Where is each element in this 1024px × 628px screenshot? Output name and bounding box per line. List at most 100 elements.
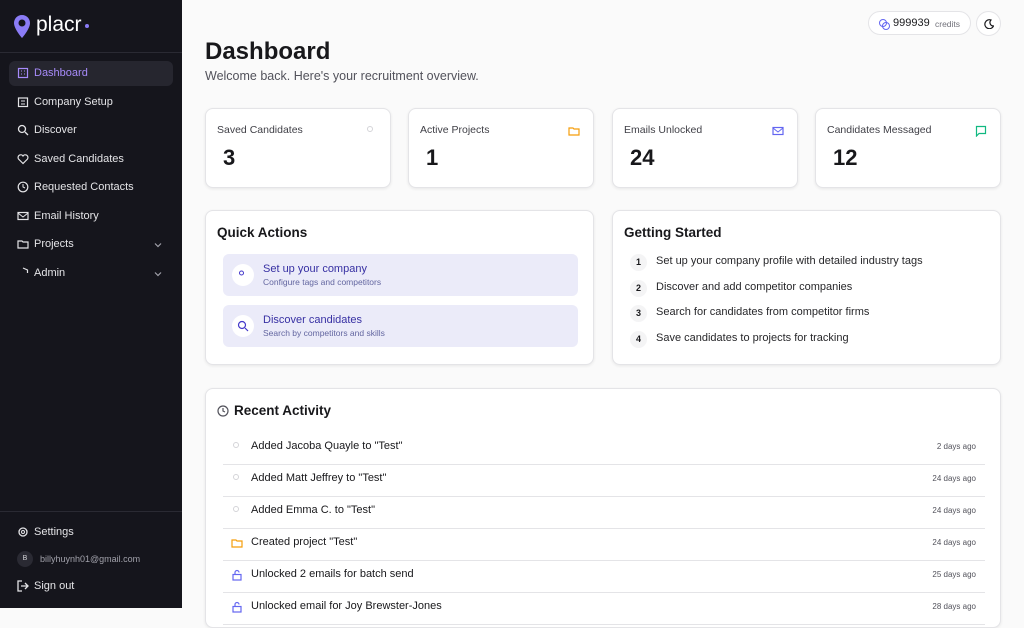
nav-item[interactable]: Dashboard <box>9 61 173 86</box>
icon <box>568 127 580 136</box>
label: Company Setup <box>34 95 113 108</box>
activity-text: Unlocked email for Joy Brewster-Jones <box>251 600 442 612</box>
stat-value: 3 <box>223 145 236 170</box>
brand-dot <box>85 24 89 28</box>
card-title: Recent Activity <box>234 403 332 418</box>
label: Email History <box>34 209 99 222</box>
label: Saved Candidates <box>34 152 124 165</box>
user-email: billyhuynh01@gmail.com <box>40 554 141 564</box>
getting-started-card: Getting Started 1 Set up your company pro… <box>612 210 1001 365</box>
activity-text: Created project "Test" <box>251 536 358 548</box>
activity-row: Unlocked 2 emails for batch send 25 days … <box>223 560 985 593</box>
stat-value: 1 <box>426 145 439 170</box>
step-text: Discover and add competitor companies <box>656 280 853 293</box>
icon <box>984 19 994 29</box>
icon <box>17 153 29 164</box>
nav-item[interactable]: Admin <box>9 261 173 286</box>
credits-amount: 999939 <box>893 17 930 29</box>
activity-row: Added Emma C. to "Test" 24 days ago <box>223 496 985 529</box>
activity-row: Unlocked email for Joy Brewster-Jones 28 … <box>223 592 985 625</box>
icon <box>367 126 373 132</box>
icon <box>233 474 239 480</box>
activity-row: Added Jacoba Quayle to "Test" 2 days ago <box>223 432 985 465</box>
sidebar: placr Dashboard Company Setup Discover Save… <box>0 0 182 608</box>
stat-label: Candidates Messaged <box>827 124 932 136</box>
activity-time: 24 days ago <box>932 506 976 515</box>
stat-card: Active Projects 1 <box>408 108 594 188</box>
stat-label: Emails Unlocked <box>624 124 703 136</box>
label: Settings <box>34 526 74 538</box>
card-title: Quick Actions <box>217 225 308 240</box>
logo-icon <box>14 15 30 38</box>
page-title: Dashboard <box>205 38 331 65</box>
stat-value: 12 <box>833 145 858 170</box>
icon <box>17 211 29 220</box>
recent-activity-card: Recent Activity Added Jacoba Quayle to "… <box>205 388 1001 628</box>
icon <box>237 320 249 332</box>
quick-action[interactable]: Discover candidates Search by competitors… <box>223 305 578 347</box>
activity-row: Added Matt Jeffrey to "Test" 24 days ago <box>223 464 985 497</box>
icon <box>17 181 29 193</box>
step-number: 4 <box>630 331 647 349</box>
signout-link[interactable]: Sign out <box>9 574 173 599</box>
nav-item[interactable]: Saved Candidates <box>9 147 173 172</box>
card-title: Getting Started <box>624 225 722 240</box>
stat-label: Saved Candidates <box>217 124 303 136</box>
page: { "brand": "placr", "nav": ["Dashboard",… <box>0 0 1001 628</box>
icon <box>17 240 29 249</box>
step-text: Search for candidates from competitor fi… <box>656 306 870 319</box>
icon <box>154 271 162 276</box>
icon <box>17 580 29 592</box>
icon <box>975 125 987 137</box>
label: Admin <box>34 266 66 279</box>
label: Sign out <box>34 580 75 592</box>
action-title: Discover candidates <box>263 314 363 326</box>
divider <box>0 511 182 512</box>
icon <box>17 124 29 136</box>
action-subtitle: Search by competitors and skills <box>263 328 385 338</box>
avatar: B <box>17 551 33 567</box>
icon <box>239 270 244 276</box>
icon <box>217 405 229 417</box>
page-subtitle: Welcome back. Here's your recruitment ov… <box>205 69 479 83</box>
credits-pill[interactable]: 999939 credits <box>868 11 971 35</box>
nav-item[interactable]: Company Setup <box>9 90 173 115</box>
activity-time: 24 days ago <box>932 474 976 483</box>
quick-action[interactable]: Set up your company Configure tags and co… <box>223 254 578 296</box>
settings-link[interactable]: Settings <box>9 520 173 545</box>
nav-item[interactable]: Projects <box>9 232 173 257</box>
nav-item[interactable]: Discover <box>9 118 173 143</box>
activity-row: Created project "Test" 24 days ago <box>223 528 985 561</box>
icon <box>232 601 242 613</box>
icon <box>233 506 239 512</box>
icon <box>772 126 784 136</box>
activity-time: 28 days ago <box>932 602 976 611</box>
activity-text: Added Matt Jeffrey to "Test" <box>251 472 387 484</box>
divider <box>0 52 182 53</box>
step-text: Set up your company profile with detaile… <box>656 255 923 267</box>
icon-circle <box>232 264 254 286</box>
label: Projects <box>34 238 74 250</box>
stat-card: Saved Candidates 3 <box>205 108 391 188</box>
icon <box>17 67 29 79</box>
icon <box>18 527 28 537</box>
activity-time: 25 days ago <box>932 570 976 579</box>
activity-text: Unlocked 2 emails for batch send <box>251 568 414 580</box>
step-number: 1 <box>630 254 647 271</box>
nav-item[interactable]: Requested Contacts <box>9 175 173 200</box>
step-number: 2 <box>630 279 647 297</box>
theme-toggle[interactable] <box>976 11 1001 36</box>
action-title: Set up your company <box>263 263 367 275</box>
nav-item[interactable]: Email History <box>9 204 173 229</box>
credits-label: credits <box>935 19 961 29</box>
icon <box>232 569 242 581</box>
icon <box>22 266 29 273</box>
icon-circle <box>232 315 254 337</box>
activity-time: 24 days ago <box>932 538 976 547</box>
stat-card: Candidates Messaged 12 <box>815 108 1001 188</box>
icon <box>233 442 239 448</box>
activity-text: Added Jacoba Quayle to "Test" <box>251 440 403 452</box>
label: Requested Contacts <box>34 181 134 193</box>
action-subtitle: Configure tags and competitors <box>263 277 382 287</box>
brand: placr <box>36 13 82 36</box>
